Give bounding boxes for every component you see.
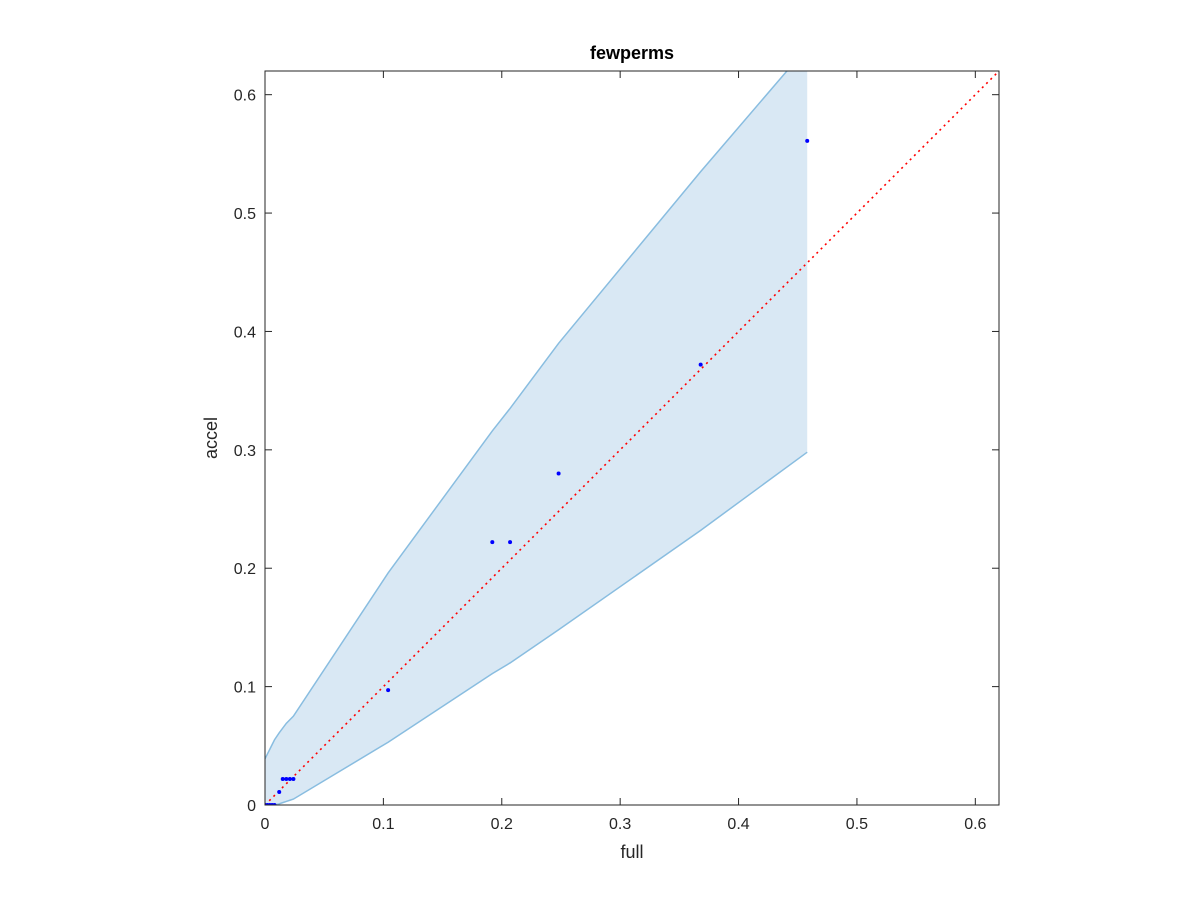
data-point <box>805 138 810 143</box>
x-tick-label: 0.4 <box>727 816 749 833</box>
data-point <box>490 540 495 545</box>
x-axis-label: full <box>620 842 643 862</box>
axis-ticks: 0 0.1 0.2 0.3 0.4 0.5 0.6 0 0.1 0.2 0.3 0.4 0.5 0.6 <box>234 71 999 833</box>
data-point <box>556 471 561 476</box>
y-tick-label: 0.2 <box>234 561 256 578</box>
data-point <box>698 362 703 367</box>
x-tick-label: 0.1 <box>372 816 394 833</box>
data-point <box>280 776 285 781</box>
plot-area <box>265 71 999 805</box>
y-tick-label: 0.5 <box>234 206 256 223</box>
y-tick-label: 0.1 <box>234 680 256 697</box>
data-point <box>284 776 289 781</box>
data-point <box>287 776 292 781</box>
y-tick-label: 0 <box>247 798 256 815</box>
y-tick-label: 0.3 <box>234 443 256 460</box>
y-tick-label: 0.4 <box>234 324 256 341</box>
x-tick-label: 0.6 <box>964 816 986 833</box>
band-upper-edge <box>265 71 788 760</box>
x-tick-label: 0.5 <box>846 816 868 833</box>
data-point <box>277 789 282 794</box>
reference-line <box>265 71 999 805</box>
chart-title: fewperms <box>590 43 674 63</box>
axes-box <box>264 70 1000 806</box>
y-tick-label: 0.6 <box>234 88 256 105</box>
confidence-band <box>265 71 808 805</box>
data-point <box>291 776 296 781</box>
x-tick-label: 0.3 <box>609 816 631 833</box>
band-lower-edge <box>265 451 808 805</box>
y-axis-label: accel <box>201 417 221 459</box>
data-point <box>508 540 513 545</box>
x-tick-label: 0 <box>261 816 270 833</box>
data-point <box>386 688 391 693</box>
x-tick-label: 0.2 <box>491 816 513 833</box>
